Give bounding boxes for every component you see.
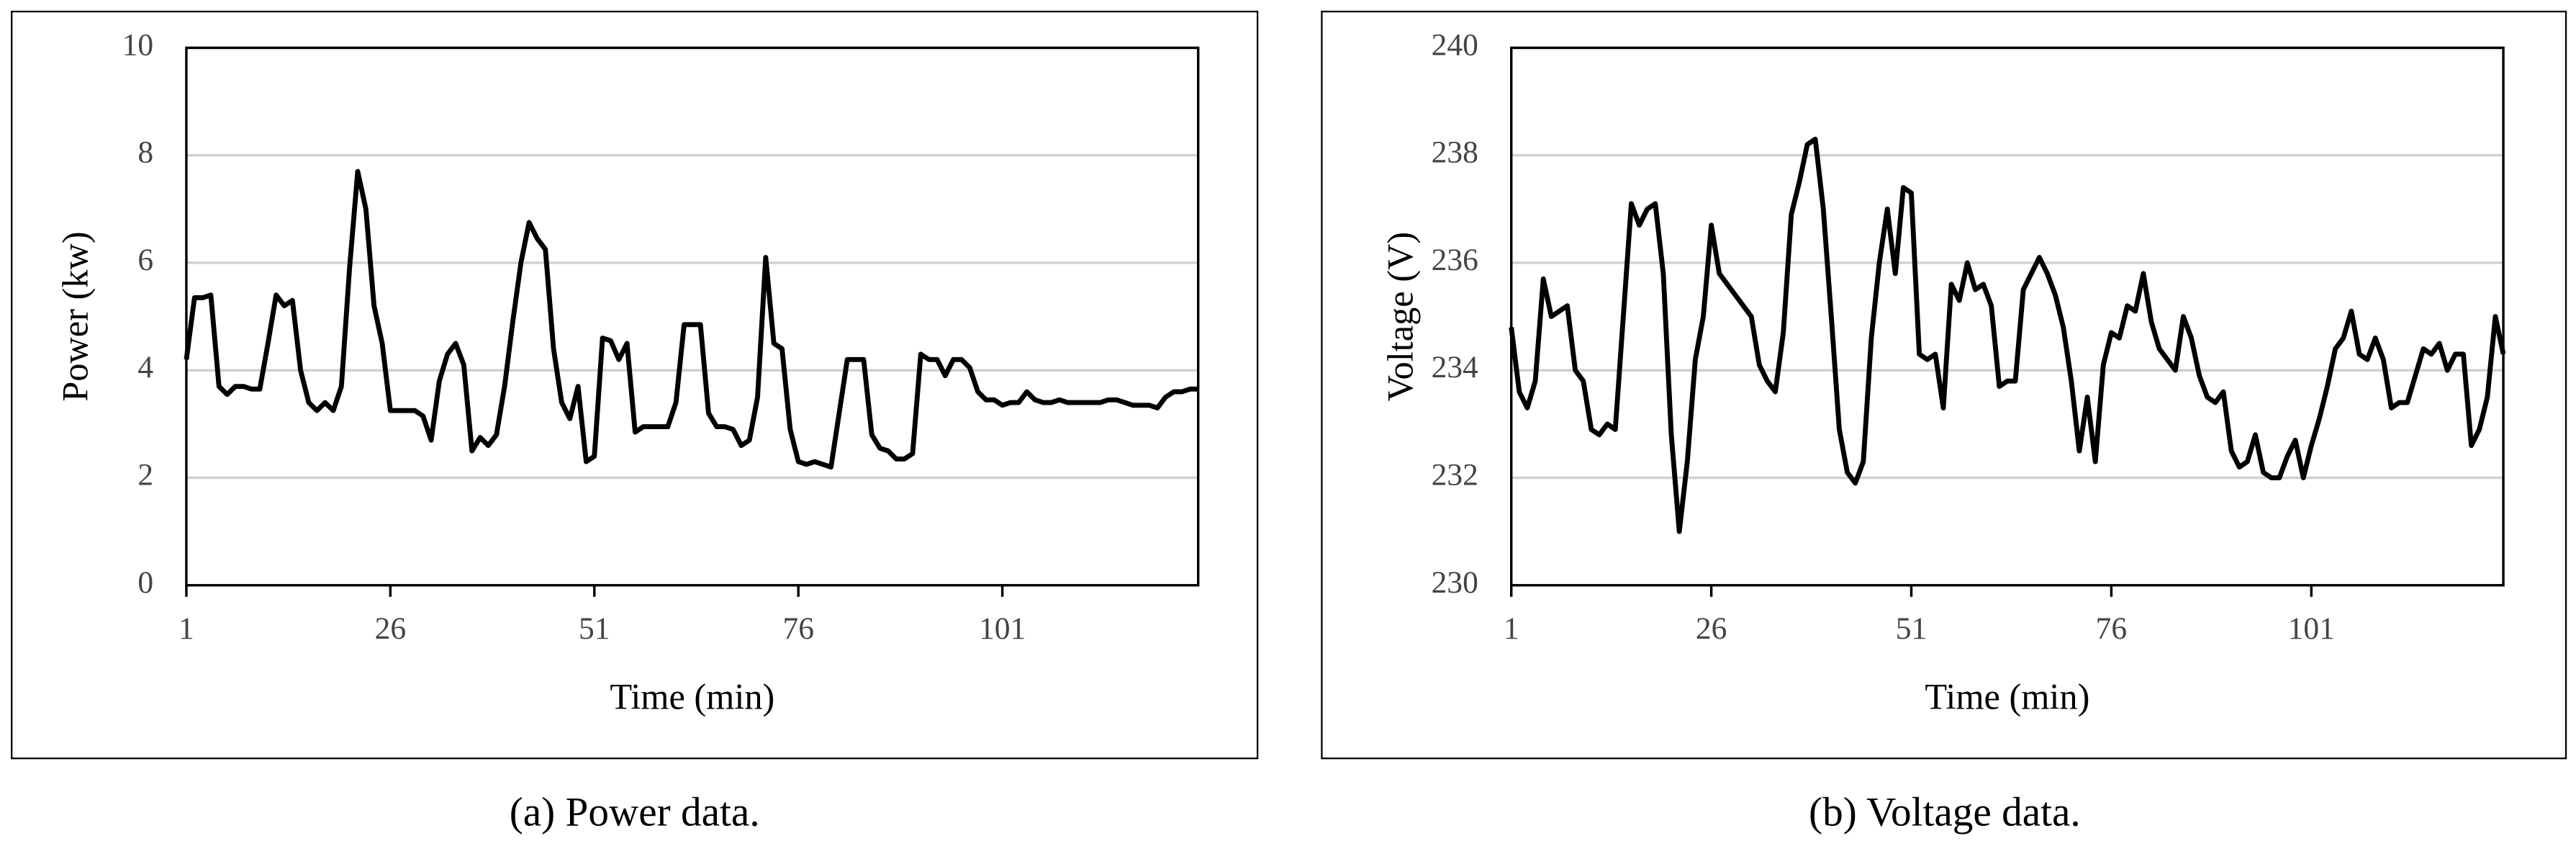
y-tick-label: 234 (1432, 350, 1479, 385)
panel-border (11, 10, 1259, 760)
y-tick-label: 0 (137, 565, 153, 600)
plot-frame (1510, 46, 2505, 587)
y-tick-label: 232 (1432, 458, 1478, 493)
y-axis-label: Power (kw) (55, 231, 96, 401)
y-tick-label: 236 (1432, 243, 1478, 277)
panel-border (1321, 10, 2567, 760)
y-tick-label: 240 (1432, 27, 1478, 62)
x-tick-label: 76 (2096, 611, 2128, 646)
y-tick-label: 2 (137, 458, 153, 493)
y-tick-label: 10 (122, 27, 153, 62)
y-tick-label: 230 (1432, 565, 1478, 600)
plot-frame (185, 46, 1200, 587)
x-tick-label: 1 (1504, 611, 1519, 646)
x-tick-label: 101 (2288, 611, 2335, 646)
x-tick-label: 26 (1696, 611, 1727, 646)
x-tick-label: 51 (1896, 611, 1927, 646)
x-tick-label: 101 (979, 611, 1026, 646)
y-tick-label: 4 (137, 350, 153, 385)
y-axis-label: Voltage (V) (1380, 232, 1420, 401)
y-tick-label: 238 (1432, 135, 1478, 170)
x-axis-label: Time (min) (1925, 677, 2089, 717)
x-tick-label: 51 (579, 611, 610, 646)
data-line (1509, 136, 2506, 534)
x-axis-label: Time (min) (610, 677, 774, 717)
x-tick-label: 26 (375, 611, 407, 646)
caption: (a) Power data. (510, 789, 760, 835)
x-tick-label: 1 (178, 611, 194, 646)
y-tick-label: 8 (137, 135, 153, 170)
x-tick-label: 76 (782, 611, 814, 646)
y-tick-label: 6 (137, 243, 153, 277)
data-line (184, 168, 1198, 470)
caption: (b) Voltage data. (1809, 789, 2081, 835)
